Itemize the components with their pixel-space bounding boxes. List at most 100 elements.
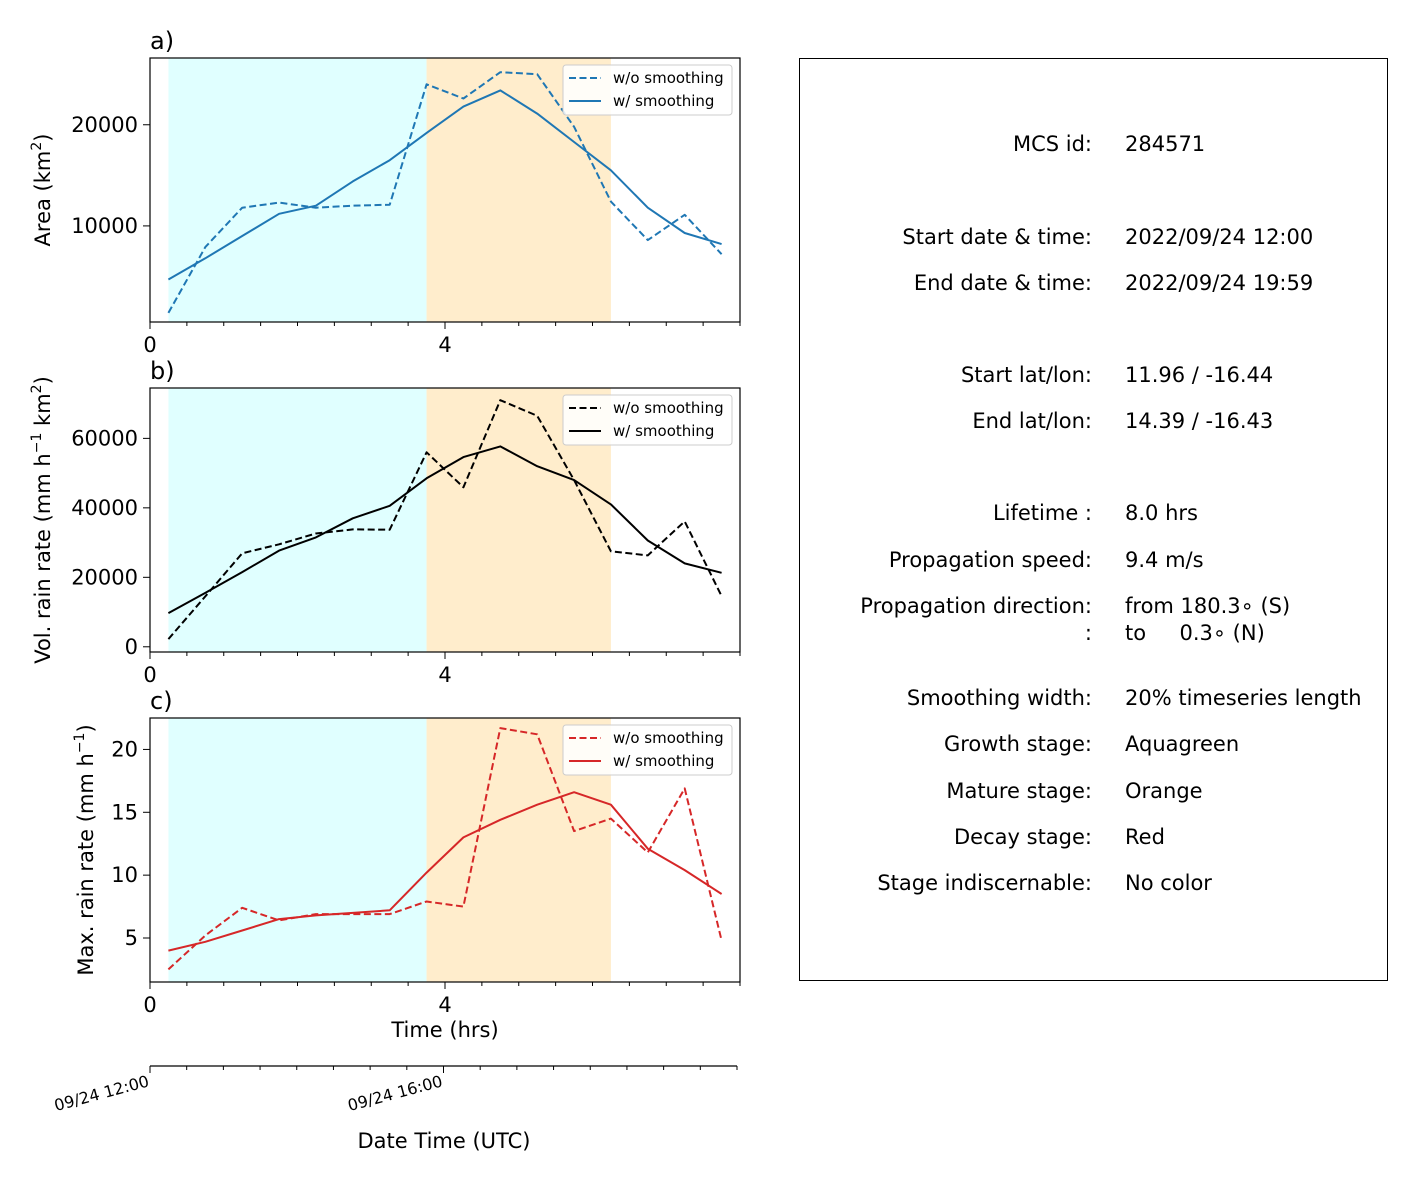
x-tick-label: 0 [143,993,156,1017]
info-label: Propagation speed: [888,548,1092,572]
y-tick-label: 15 [111,800,138,824]
info-row-propagation-speed: Propagation speed: 9.4 m/s [800,547,1387,573]
y-label-text: Max. rain rate (mm h [74,753,98,976]
unsmoothed-series-line [167,727,723,971]
info-row-end-latlon: End lat/lon: 14.39 / -16.43 [800,408,1387,434]
panel-1: 0 4 10000 20000 a) Area (km2) w/o smoothing w/ … [29,27,741,357]
info-value: No color [1125,871,1212,895]
smoothed-series-line [167,89,722,281]
smoothed-series-line [167,445,722,614]
info-row-start-time: Start date & time: 2022/09/24 12:00 [800,224,1387,250]
legend-box [562,394,733,446]
y-axis-label: Max. rain rate (mm h−1) [72,724,98,975]
info-label: Smoothing width: [906,686,1092,710]
y-label-text: ) [74,724,98,732]
unsmoothed-series-line [167,399,723,640]
info-row-lifetime: Lifetime : 8.0 hrs [800,500,1387,526]
info-row-decay-stage: Decay stage: Red [800,824,1387,850]
info-row-growth-stage: Growth stage: Aquagreen [800,731,1387,757]
y-tick-label: 20000 [71,113,138,137]
info-value: Aquagreen [1125,732,1240,756]
info-value: 284571 [1125,132,1206,156]
info-label: Start date & time: [902,225,1092,249]
info-panel: MCS id: 284571 Start date & time: 2022/0… [799,58,1388,981]
y-tick-label: 10 [111,863,138,887]
info-label: Start lat/lon: [960,363,1092,387]
y-tick-label: 5 [125,926,138,950]
info-value: Red [1125,825,1165,849]
growth-stage-band [168,388,427,652]
info-value: 11.96 / -16.44 [1125,363,1274,387]
info-row-smoothing-width: Smoothing width: 20% timeseries length [800,685,1387,711]
info-value: 2022/09/24 12:00 [1125,225,1314,249]
y-label-text: Vol. rain rate (mm h [31,453,55,664]
panel-2: 0 4 0 20000 40000 60000 b) Vol. rain rate (mm h… [29,357,741,687]
info-value: 8.0 hrs [1125,501,1198,525]
x-axis-label: Time (hrs) [390,1018,498,1042]
info-value: 2022/09/24 19:59 [1125,271,1314,295]
y-tick-label: 20000 [71,565,138,589]
info-value: 14.39 / -16.43 [1125,409,1274,433]
legend-label: w/ smoothing [613,752,714,770]
y-label-text: Area (km [31,151,55,247]
info-label: Decay stage: [954,825,1092,849]
legend-label: w/o smoothing [613,729,724,747]
info-row-propagation-direction: Propagation direction: from 180.3∘ (S) [800,593,1387,619]
y-tick-label: 60000 [71,426,138,450]
date-tick-label: 09/24 12:00 [52,1072,151,1116]
y-label-text: ) [31,134,55,142]
info-label: Growth stage: [943,732,1092,756]
info-value: to 0.3∘ (N) [1125,621,1265,645]
info-row-end-time: End date & time: 2022/09/24 19:59 [800,270,1387,296]
growth-stage-band [168,58,427,322]
y-label-text: km [31,393,55,432]
info-label: End date & time: [913,271,1092,295]
info-row-propagation-direction-to: : to 0.3∘ (N) [800,620,1387,646]
date-axis-label: Date Time (UTC) [358,1129,531,1153]
y-tick-label: 40000 [71,496,138,520]
info-label: Propagation direction: [860,594,1092,618]
info-label: Stage indiscernable: [877,871,1092,895]
info-row-mcs-id: MCS id: 284571 [800,131,1387,157]
y-label-sup: 2 [29,142,45,151]
y-tick-label: 20 [111,737,138,761]
info-label: End lat/lon: [972,409,1092,433]
date-axis: 09/24 12:00 09/24 16:00 Date Time (UTC) [52,1065,738,1153]
panel-3: 0 4 5 10 15 20 c) Max. rain rate (mm h−1) w/o sm… [72,687,741,1017]
info-value: from 180.3∘ (S) [1125,594,1291,618]
y-label-text: ) [31,376,55,384]
info-value: 9.4 m/s [1125,548,1204,572]
info-label: Lifetime : [992,501,1092,525]
info-row-mature-stage: Mature stage: Orange [800,778,1387,804]
y-label-sup: −1 [29,433,45,454]
x-tick-label: 0 [143,333,156,357]
info-row-stage-indiscernable: Stage indiscernable: No color [800,870,1387,896]
info-label: MCS id: [1012,132,1092,156]
info-value: Orange [1125,779,1203,803]
y-tick-label: 0 [125,635,138,659]
y-axis-label: Vol. rain rate (mm h−1 km2) [29,376,55,664]
info-label: : [1084,621,1092,645]
growth-stage-band [168,718,427,982]
y-axis-label: Area (km2) [29,134,55,247]
x-tick-label: 0 [143,663,156,687]
legend-label: w/o smoothing [613,399,724,417]
smoothed-series-line [168,791,723,952]
y-label-sup: −1 [72,733,88,754]
x-tick-label: 4 [438,333,451,357]
x-tick-label: 4 [438,663,451,687]
y-tick-label: 10000 [71,214,138,238]
info-label: Mature stage: [946,779,1092,803]
panel-label: c) [150,687,173,715]
legend-box [562,64,733,116]
legend-label: w/ smoothing [613,422,714,440]
legend-label: w/o smoothing [613,69,724,87]
x-tick-label: 4 [438,993,451,1017]
info-row-start-latlon: Start lat/lon: 11.96 / -16.44 [800,362,1387,388]
unsmoothed-series-line [167,71,723,314]
y-label-sup: 2 [29,384,45,393]
info-value: 20% timeseries length [1125,686,1362,710]
panel-label: a) [150,27,174,55]
panel-label: b) [150,357,175,385]
